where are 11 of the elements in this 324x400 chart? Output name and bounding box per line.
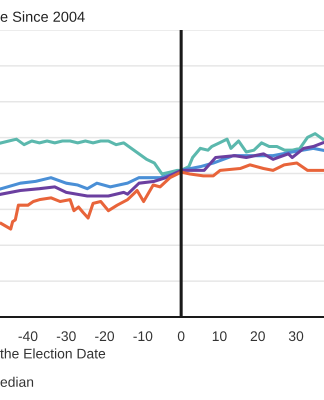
x-tick-label: 0	[178, 331, 184, 342]
x-tick-label: -20	[95, 331, 114, 342]
x-tick-label: 20	[250, 331, 265, 342]
x-tick-label: 10	[212, 331, 227, 342]
x-axis-title: the Election Date	[0, 348, 106, 359]
x-tick-label: -10	[133, 331, 152, 342]
chart-title: e Since 2004	[0, 11, 85, 22]
x-tick-label: 30	[288, 331, 304, 342]
x-tick-label: -40	[18, 331, 38, 342]
text: edian	[0, 376, 34, 387]
x-tick-label: -30	[56, 331, 76, 342]
